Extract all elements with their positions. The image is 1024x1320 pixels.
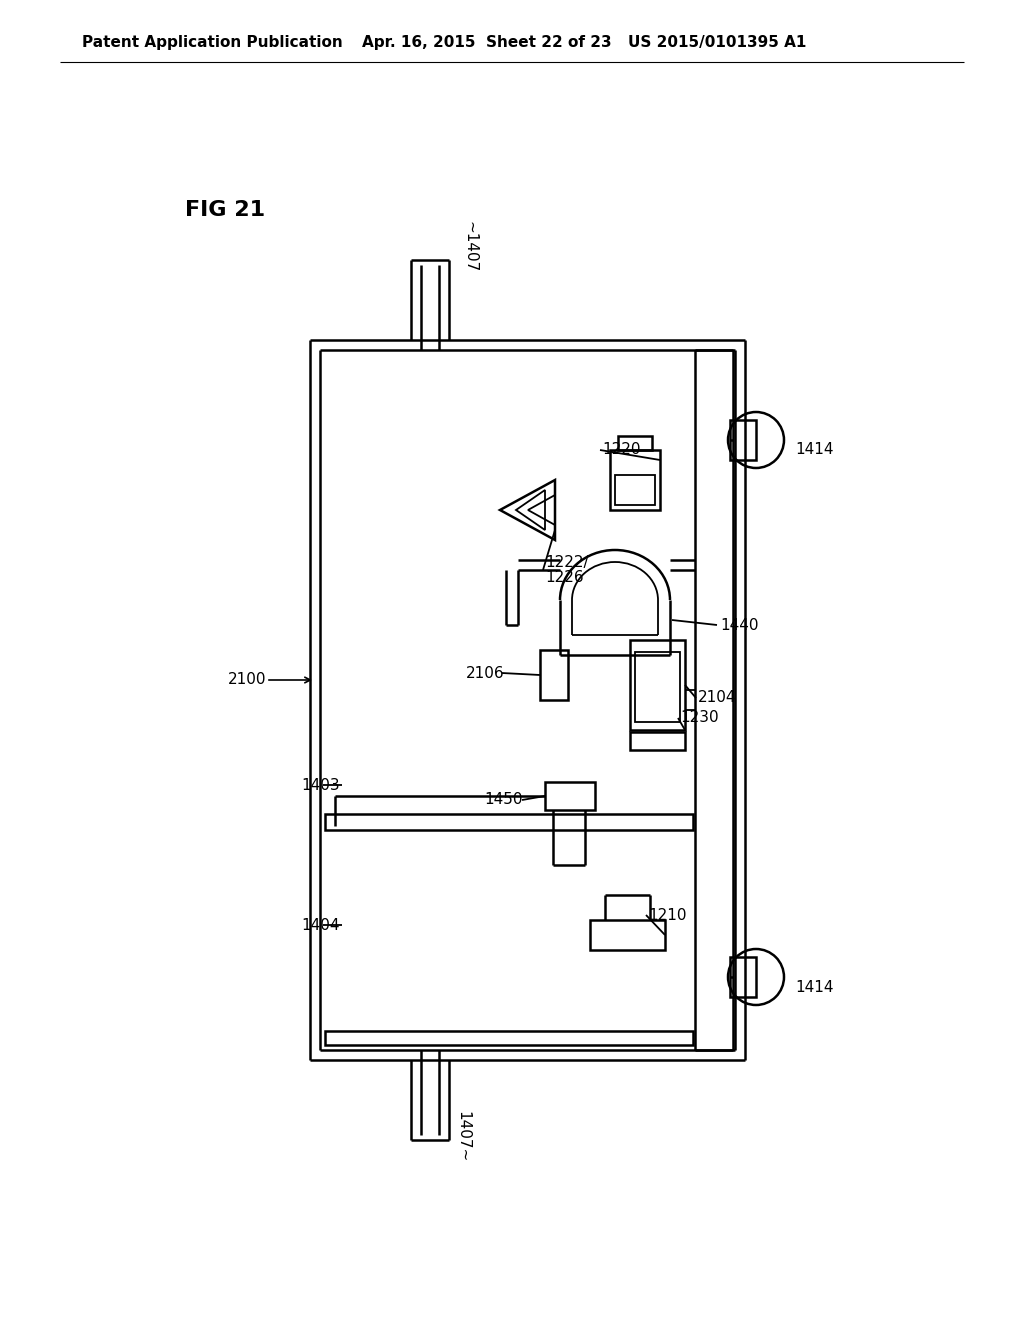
Bar [545, 781, 595, 810]
Bar [590, 920, 665, 950]
Text: Apr. 16, 2015  Sheet 22 of 23: Apr. 16, 2015 Sheet 22 of 23 [362, 34, 611, 49]
Text: Patent Application Publication: Patent Application Publication [82, 34, 343, 49]
Bar [635, 652, 680, 722]
Text: 2104: 2104 [698, 690, 736, 705]
Bar [325, 814, 693, 830]
Text: 1210: 1210 [648, 908, 686, 923]
Text: 2100: 2100 [228, 672, 266, 688]
Text: 1220: 1220 [602, 442, 640, 458]
Bar [730, 420, 756, 459]
Text: ~1407: ~1407 [462, 222, 477, 273]
Text: 1403: 1403 [301, 777, 340, 792]
Bar [615, 475, 655, 506]
Bar [540, 649, 568, 700]
Text: 1226: 1226 [545, 570, 584, 586]
Bar [630, 640, 685, 730]
Text: 2106: 2106 [466, 665, 505, 681]
Text: 1450: 1450 [484, 792, 522, 808]
Text: 1440: 1440 [720, 618, 759, 632]
Text: FIG 21: FIG 21 [185, 201, 265, 220]
Text: 1404: 1404 [301, 917, 340, 932]
Text: 1230: 1230 [680, 710, 719, 726]
Bar [618, 436, 652, 450]
Bar [610, 450, 660, 510]
Text: 1407~: 1407~ [455, 1111, 470, 1163]
Bar [630, 733, 685, 750]
Bar [325, 1031, 693, 1045]
Text: 1222/: 1222/ [545, 554, 589, 569]
Text: US 2015/0101395 A1: US 2015/0101395 A1 [628, 34, 806, 49]
Bar [730, 957, 756, 997]
Text: 1414: 1414 [795, 979, 834, 994]
Text: 1414: 1414 [795, 442, 834, 458]
